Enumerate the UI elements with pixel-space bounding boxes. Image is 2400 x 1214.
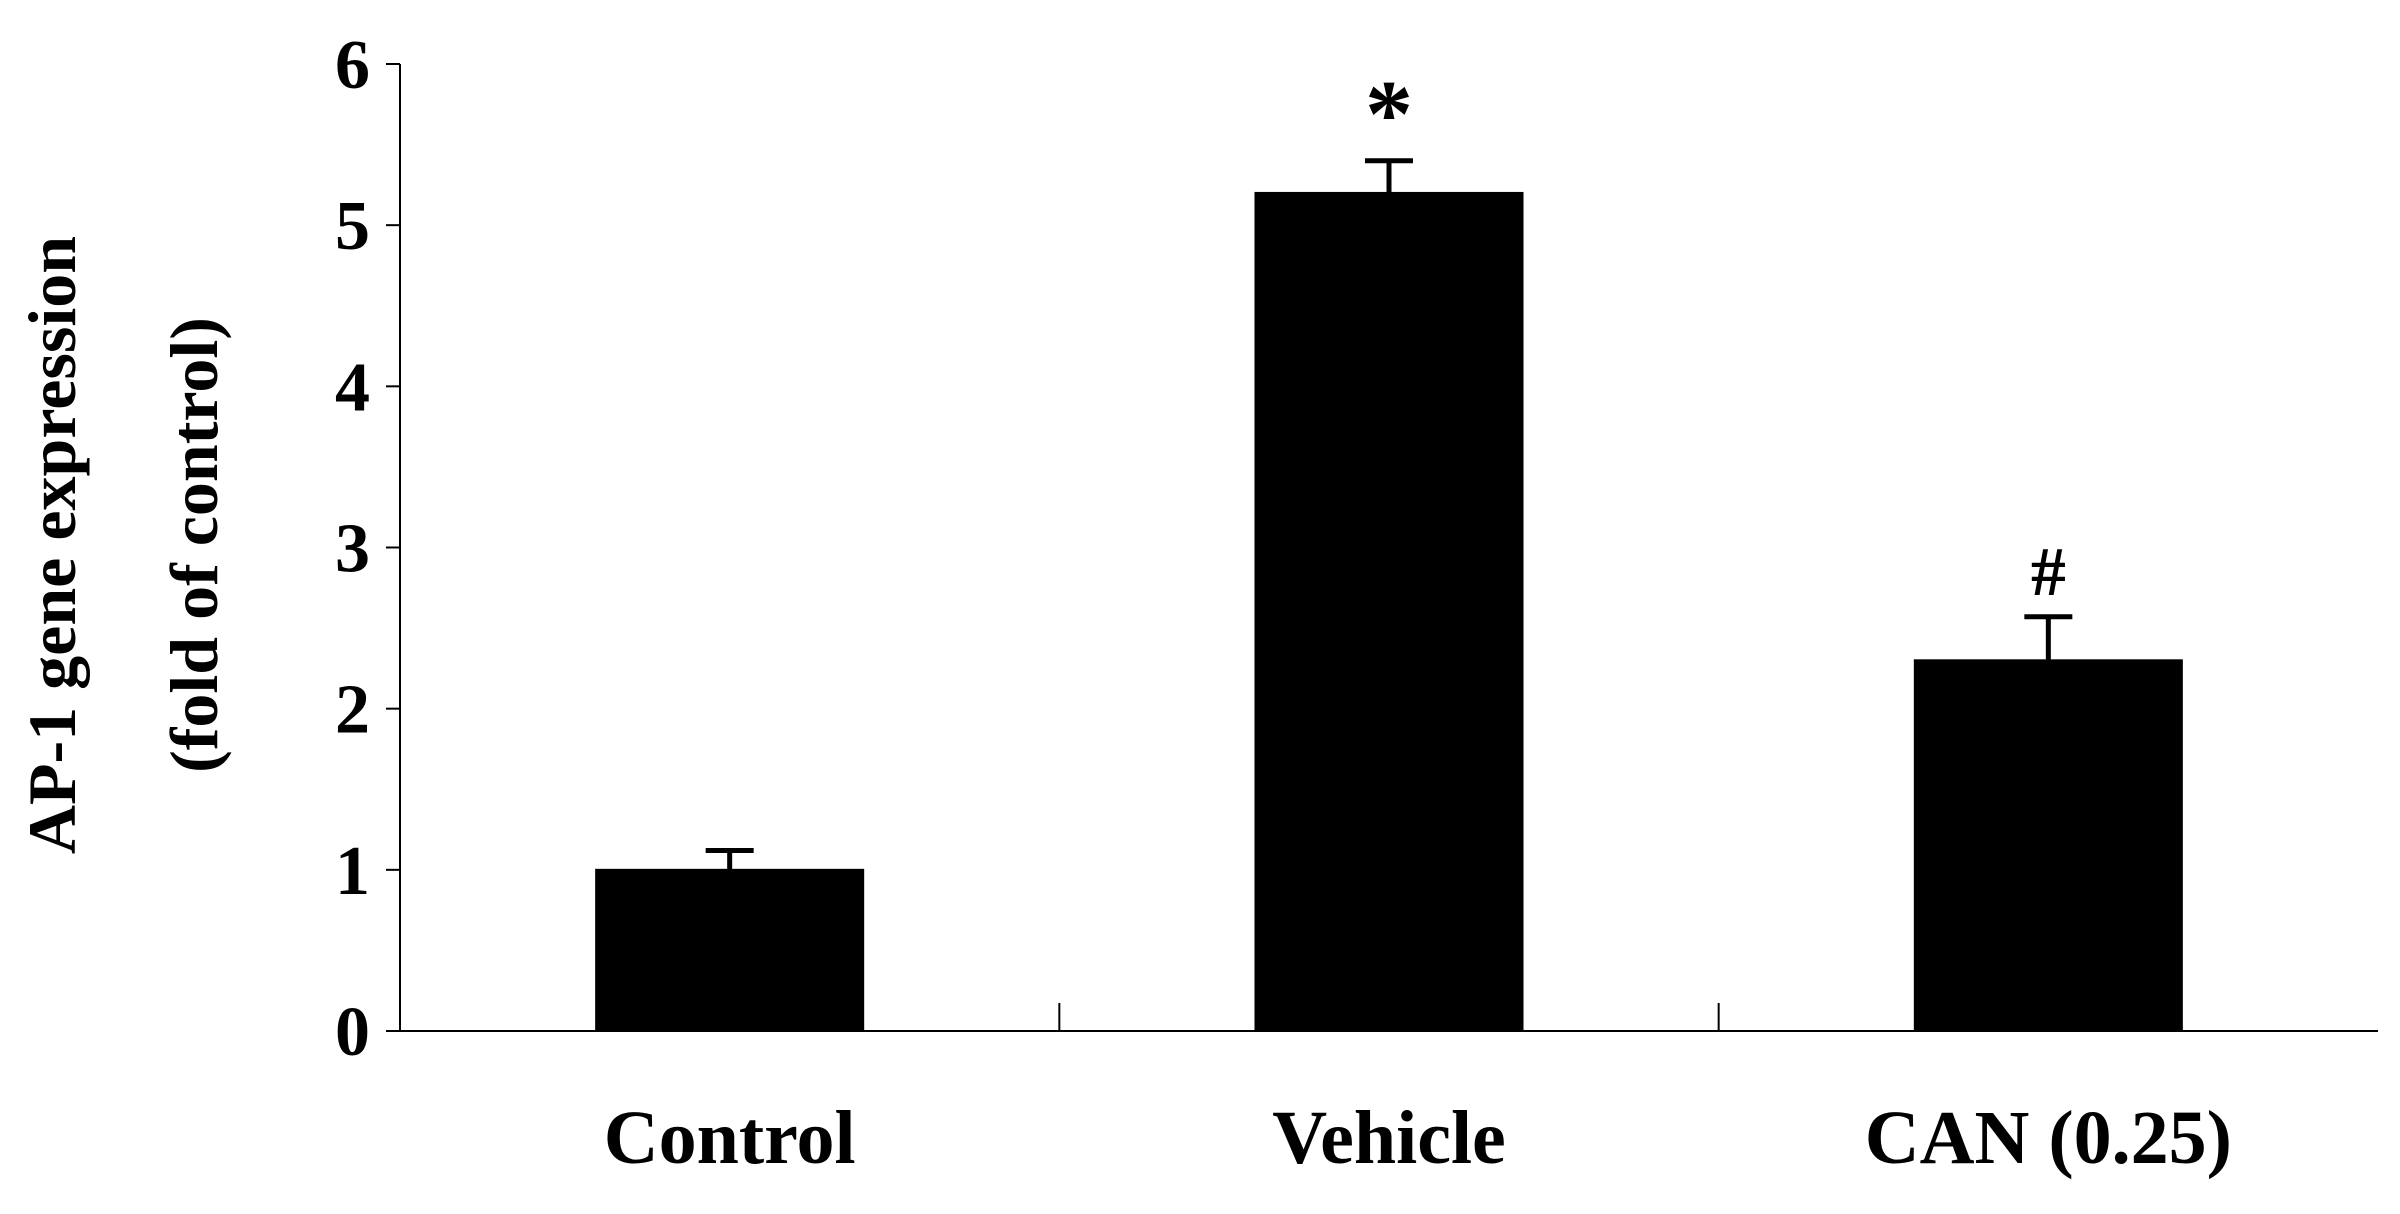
y-tick-label: 4	[335, 349, 370, 426]
y-tick-label: 3	[335, 511, 370, 588]
y-tick-label: 0	[335, 994, 370, 1071]
y-axis-label-group: AP-1 gene expression (fold of control)	[14, 236, 232, 854]
bar	[1254, 191, 1524, 1032]
y-axis-label-line-1: AP-1 gene expression	[14, 236, 90, 854]
y-tick-label: 1	[335, 833, 370, 910]
x-category-label: CAN (0.25)	[1865, 1096, 2232, 1180]
y-tick-label: 2	[335, 672, 370, 749]
y-tick-label: 6	[335, 27, 370, 104]
y-axis-label-line-2: (fold of control)	[156, 317, 232, 773]
bars	[595, 158, 2183, 1032]
tick-labels: 0 1 2 3 4 5 6 Control * Vehicle # CAN (0.25)	[335, 27, 2232, 1180]
bar	[1913, 659, 2183, 1032]
x-category-label: Control	[604, 1096, 856, 1180]
significance-marker: #	[2031, 534, 2066, 611]
significance-marker: *	[1365, 61, 1413, 168]
bar	[595, 868, 865, 1032]
x-category-label: Vehicle	[1272, 1096, 1506, 1180]
y-tick-label: 5	[335, 188, 370, 265]
